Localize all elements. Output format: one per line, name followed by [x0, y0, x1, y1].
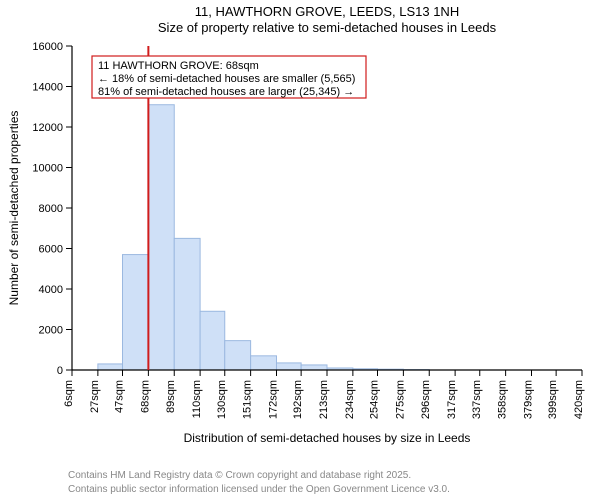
y-tick-label: 8000: [39, 203, 63, 215]
annotation-line-2: ← 18% of semi-detached houses are smalle…: [98, 73, 355, 85]
footer-attribution: Contains HM Land Registry data © Crown c…: [68, 470, 450, 495]
y-tick-label: 14000: [32, 82, 63, 94]
x-tick-label: 420sqm: [573, 380, 585, 419]
x-tick-label: 275sqm: [394, 380, 406, 419]
x-tick-label: 151sqm: [242, 380, 254, 419]
histogram-bar: [123, 255, 149, 370]
x-tick-label: 234sqm: [344, 380, 356, 419]
chart-title-sub: Size of property relative to semi-detach…: [158, 20, 497, 35]
histogram-bar: [98, 364, 123, 370]
histogram-bar: [251, 356, 277, 370]
x-tick-label: 47sqm: [114, 380, 126, 413]
x-tick-label: 399sqm: [547, 380, 559, 419]
x-tick-label: 254sqm: [369, 380, 381, 419]
x-tick-label: 110sqm: [191, 380, 203, 418]
x-tick-label: 379sqm: [522, 380, 534, 419]
footer-line-1: Contains HM Land Registry data © Crown c…: [68, 470, 411, 481]
x-tick-label: 172sqm: [267, 380, 279, 419]
histogram-bar: [148, 105, 174, 370]
histogram-bar: [276, 363, 301, 370]
x-tick-label: 317sqm: [446, 380, 458, 419]
x-tick-label: 27sqm: [89, 380, 101, 413]
y-tick-label: 12000: [32, 122, 63, 134]
histogram-bar: [174, 238, 200, 370]
histogram-bar: [200, 311, 225, 370]
x-tick-label: 296sqm: [420, 380, 432, 419]
annotation-box: 11 HAWTHORN GROVE: 68sqm← 18% of semi-de…: [92, 56, 366, 98]
x-tick-label: 130sqm: [216, 380, 228, 419]
y-axis-label: Number of semi-detached properties: [7, 111, 21, 306]
x-tick-label: 192sqm: [292, 380, 304, 419]
y-tick-label: 16000: [32, 41, 63, 53]
x-tick-label: 6sqm: [63, 380, 75, 407]
y-tick-label: 6000: [39, 244, 63, 256]
chart-title-main: 11, HAWTHORN GROVE, LEEDS, LS13 1NH: [195, 4, 459, 19]
annotation-line-1: 11 HAWTHORN GROVE: 68sqm: [98, 60, 259, 72]
x-tick-label: 213sqm: [318, 380, 330, 419]
annotation-line-3: 81% of semi-detached houses are larger (…: [98, 86, 354, 98]
y-tick-label: 10000: [32, 163, 63, 175]
footer-line-2: Contains public sector information licen…: [68, 484, 450, 495]
histogram-bar: [225, 341, 251, 370]
y-tick-label: 4000: [39, 284, 63, 296]
x-tick-label: 68sqm: [139, 380, 151, 413]
histogram-bar: [301, 365, 327, 370]
chart-svg: 11, HAWTHORN GROVE, LEEDS, LS13 1NHSize …: [0, 0, 600, 500]
y-tick-label: 0: [57, 365, 63, 377]
histogram-chart: 11, HAWTHORN GROVE, LEEDS, LS13 1NHSize …: [0, 0, 600, 500]
y-tick-label: 2000: [39, 325, 63, 337]
x-axis-label: Distribution of semi-detached houses by …: [184, 431, 471, 445]
x-tick-label: 337sqm: [471, 380, 483, 419]
x-tick-label: 358sqm: [497, 380, 509, 419]
x-tick-label: 89sqm: [165, 380, 177, 413]
